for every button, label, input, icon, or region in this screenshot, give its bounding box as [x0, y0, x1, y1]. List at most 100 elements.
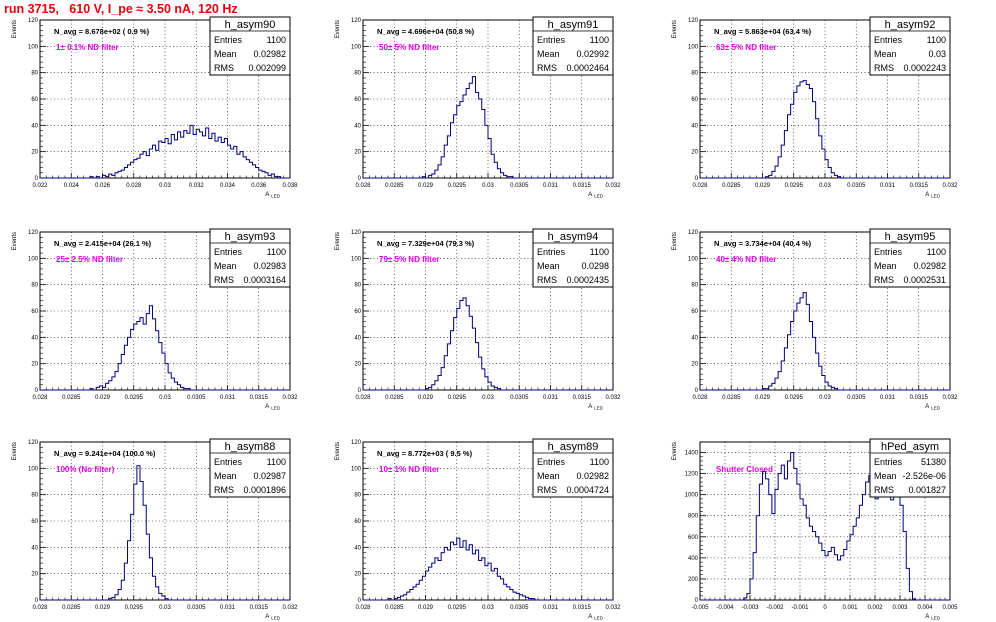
stats-rms-label: RMS	[537, 275, 557, 285]
filter-label: 63± 5% ND filter	[716, 43, 776, 52]
x-tick-label: 0.0295	[125, 605, 144, 611]
stats-mean-label: Mean	[214, 471, 237, 481]
navg-text: N_avg = 9.241e+04 (100.0 %)	[54, 449, 156, 458]
x-tick-label: 0.028	[355, 395, 371, 401]
x-tick-label: 0.029	[95, 605, 111, 611]
y-tick-label: 40	[354, 335, 361, 341]
x-tick-label: 0.036	[251, 183, 267, 189]
stats-box	[209, 16, 291, 76]
stats-mean-value: 0.02982	[576, 471, 609, 481]
x-tick-label: 0.0305	[187, 395, 206, 401]
stats-box	[209, 438, 291, 498]
x-tick-label: 0.029	[418, 395, 434, 401]
x-axis-label-subscript: LED	[931, 616, 941, 621]
x-tick-label: 0.003	[892, 605, 908, 611]
stats-mean-value: 0.02983	[253, 261, 286, 271]
y-tick-label: 120	[351, 18, 362, 24]
x-tick-label: 0.0285	[62, 395, 81, 401]
y-tick-label: 60	[31, 309, 38, 315]
y-tick-label: 0	[35, 388, 39, 394]
x-tick-label: 0.028	[355, 605, 371, 611]
y-tick-label: 600	[688, 535, 699, 541]
y-tick-label: 40	[691, 335, 698, 341]
y-tick-label: 0	[695, 598, 699, 604]
y-tick-label: 80	[691, 283, 698, 289]
filter-label: 10± 1% ND filter	[379, 465, 439, 474]
stats-rms-label: RMS	[537, 485, 557, 495]
x-tick-label: 0.0295	[125, 395, 144, 401]
y-tick-label: 20	[691, 362, 698, 368]
x-tick-label: 0.022	[32, 183, 48, 189]
y-tick-label: 0	[358, 598, 362, 604]
y-tick-label: 60	[31, 97, 38, 103]
y-tick-label: 0	[358, 176, 362, 182]
y-tick-label: 400	[688, 556, 699, 562]
y-axis-label: Events	[335, 442, 341, 460]
y-tick-label: 100	[688, 256, 699, 262]
histogram-title: h_asym94	[548, 231, 599, 243]
x-tick-label: 0.032	[942, 395, 958, 401]
stats-mean-value: 0.0298	[581, 261, 609, 271]
stats-box	[532, 228, 614, 288]
y-tick-label: 100	[28, 44, 39, 50]
y-tick-label: 20	[354, 150, 361, 156]
histogram-title: h_asym90	[225, 19, 276, 31]
stats-entries-value: 1100	[267, 247, 286, 257]
y-tick-label: 100	[28, 256, 39, 262]
y-tick-label: 200	[688, 577, 699, 583]
y-axis-label: Events	[672, 442, 678, 460]
stats-entries-value: 1100	[590, 457, 609, 467]
filter-label: 1± 0.1% ND filter	[56, 43, 119, 52]
x-tick-label: -0.001	[791, 605, 809, 611]
filter-label: 40± 4% ND filter	[716, 255, 776, 264]
stats-mean-value: 0.02987	[253, 471, 286, 481]
y-tick-label: 20	[31, 150, 38, 156]
x-axis-label-subscript: LED	[271, 616, 281, 621]
y-tick-label: 0	[358, 388, 362, 394]
x-axis-label-subscript: LED	[594, 194, 604, 199]
x-tick-label: 0.0285	[722, 395, 741, 401]
stats-mean-value: 0.02982	[253, 49, 286, 59]
page-title: run 3715, 610 V, I_pe ≈ 3.50 nA, 120 Hz	[4, 2, 238, 16]
stats-rms-value: 0.0002531	[903, 275, 946, 285]
stats-box	[532, 16, 614, 76]
x-tick-label: 0.03	[819, 395, 831, 401]
x-axis-label: A LED	[588, 614, 604, 621]
y-tick-label: 60	[691, 309, 698, 315]
x-tick-label: 0.028	[355, 183, 371, 189]
navg-text: N_avg = 8.678e+02 ( 0.9 %)	[54, 27, 150, 36]
stats-rms-value: 0.0002243	[903, 63, 946, 73]
x-tick-label: 0.031	[220, 605, 236, 611]
x-tick-label: 0.0285	[62, 605, 81, 611]
stats-entries-value: 1100	[267, 35, 286, 45]
stats-entries-label: Entries	[874, 247, 903, 257]
x-tick-label: 0.0315	[910, 183, 929, 189]
filter-label: 79± 5% ND filter	[379, 255, 439, 264]
histogram-panel-h_asym88: 0.028 0.0285 0.029 0.0295 0.03 0.0305 0.031 0.0…	[12, 438, 298, 621]
y-tick-label: 40	[691, 123, 698, 129]
x-tick-label: 0.031	[543, 183, 559, 189]
y-tick-label: 120	[688, 230, 699, 236]
x-tick-label: 0.029	[95, 395, 111, 401]
y-tick-label: 100	[351, 466, 362, 472]
navg-text: N_avg = 4.696e+04 (50.8 %)	[377, 27, 475, 36]
x-tick-label: 0	[823, 605, 827, 611]
x-axis-label: A LED	[588, 404, 604, 411]
x-tick-label: 0.0315	[573, 395, 592, 401]
x-tick-label: -0.003	[741, 605, 759, 611]
histogram-title: h_asym88	[225, 441, 276, 453]
stats-rms-label: RMS	[214, 63, 234, 73]
histogram-series-line	[700, 80, 950, 179]
stats-box	[209, 228, 291, 288]
x-axis-label-subscript: LED	[271, 194, 281, 199]
x-axis-label-subscript: LED	[594, 616, 604, 621]
x-axis-label: A LED	[265, 614, 281, 621]
histogram-series-line	[40, 465, 290, 601]
stats-box	[869, 438, 951, 498]
x-tick-label: 0.029	[755, 395, 771, 401]
histogram-panel-h_asym95: 0.028 0.0285 0.029 0.0295 0.03 0.0305 0.031 0.0…	[672, 228, 958, 411]
x-tick-label: 0.034	[220, 183, 236, 189]
histogram-panel-h_asym89: 0.028 0.0285 0.029 0.0295 0.03 0.0305 0.031 0.0…	[335, 438, 621, 621]
x-tick-label: 0.028	[692, 395, 708, 401]
